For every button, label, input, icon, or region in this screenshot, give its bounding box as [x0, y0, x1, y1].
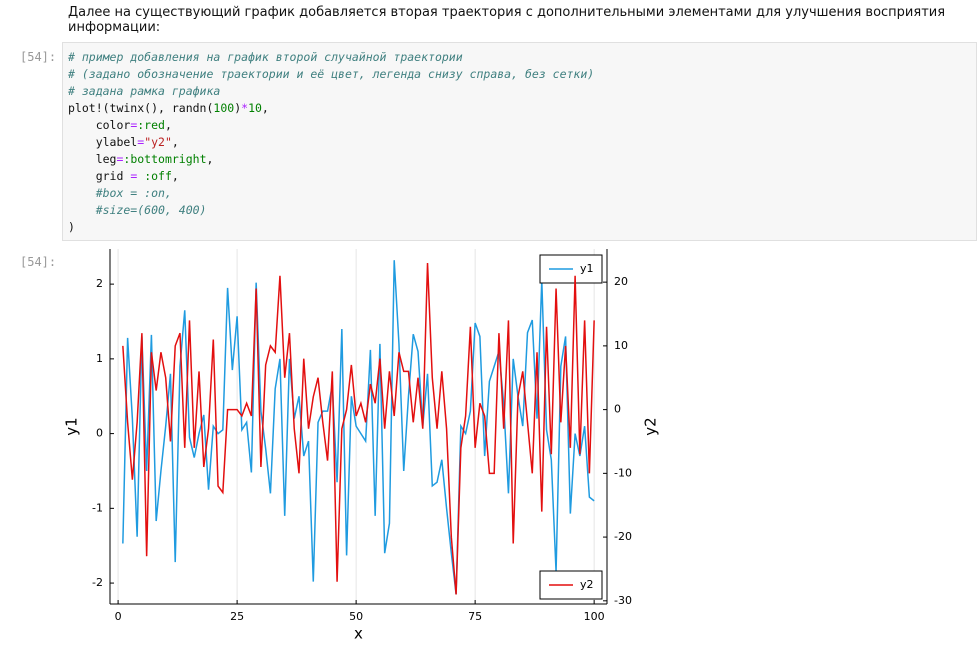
x-tick-label: 75	[468, 610, 482, 623]
code-line: plot!(twinx(), randn(100)*10,	[68, 100, 971, 117]
code-token: )	[68, 220, 75, 234]
y2-axis-label: y2	[642, 417, 660, 435]
code-token: :bottomright	[123, 152, 207, 166]
code-token: # задана рамка графика	[68, 84, 221, 98]
code-line: # задана рамка графика	[68, 83, 971, 100]
code-line: color=:red,	[68, 117, 971, 134]
code-token: ,	[164, 118, 172, 132]
code-line: # пример добавления на график второй слу…	[68, 49, 971, 66]
y-axis-label: y1	[63, 417, 81, 435]
y2-tick-label: 20	[614, 275, 628, 288]
code-line: )	[68, 219, 971, 236]
code-line: ylabel="y2",	[68, 134, 971, 151]
code-token: #size=(600, 400)	[68, 203, 207, 217]
code-token: =	[137, 135, 145, 149]
y2-tick-label: 10	[614, 339, 628, 352]
y-tick-label: 0	[96, 427, 103, 440]
code-token: *	[241, 101, 249, 115]
series-line	[122, 262, 595, 595]
y-tick-label: 2	[96, 277, 103, 290]
code-token: plot!(twinx(), randn(	[68, 101, 214, 115]
code-token: color	[68, 118, 131, 132]
y2-tick-label: -20	[614, 530, 632, 543]
code-token: ,	[261, 101, 269, 115]
x-tick-label: 100	[584, 610, 605, 623]
code-token: ,	[171, 135, 179, 149]
code-token: 10	[248, 101, 262, 115]
code-token: =	[130, 169, 138, 183]
code-token: ,	[171, 169, 179, 183]
code-line: leg=:bottomright,	[68, 151, 971, 168]
y2-tick-label: -10	[614, 466, 632, 479]
code-line: #size=(600, 400)	[68, 202, 971, 219]
code-token: )	[234, 101, 242, 115]
y2-tick-label: -30	[614, 594, 632, 607]
legend-label: y1	[580, 262, 594, 275]
code-token: 100	[213, 101, 235, 115]
code-token: :off	[144, 169, 172, 183]
code-token: =	[130, 118, 138, 132]
code-line: grid = :off,	[68, 168, 971, 185]
intro-text: Далее на существующий график добавляется…	[68, 5, 946, 35]
input-prompt: [54]:	[20, 50, 57, 64]
y-tick-label: -2	[92, 576, 103, 589]
x-axis-label: x	[354, 625, 363, 643]
code-token: # пример добавления на график второй слу…	[68, 50, 463, 64]
code-line: # (задано обозначение траектории и её цв…	[68, 66, 971, 83]
code: # пример добавления на график второй слу…	[63, 43, 976, 242]
code-token: "y2"	[144, 135, 172, 149]
x-tick-label: 50	[349, 610, 363, 623]
code-token: :red	[137, 118, 165, 132]
legend-label: y2	[580, 578, 594, 591]
code-token: # (задано обозначение траектории и её цв…	[68, 67, 595, 81]
y-tick-label: -1	[92, 501, 103, 514]
code-token: grid	[68, 169, 131, 183]
code-line: #box = :on,	[68, 185, 971, 202]
x-tick-label: 25	[230, 610, 244, 623]
code-token: =	[116, 152, 124, 166]
x-tick-label: 0	[115, 610, 122, 623]
code-token: ylabel	[68, 135, 138, 149]
y2-tick-label: 0	[614, 403, 621, 416]
output-prompt: [54]:	[20, 255, 57, 269]
y-tick-label: 1	[96, 352, 103, 365]
code-token: #box = :on,	[68, 186, 172, 200]
code-token: leg	[68, 152, 117, 166]
code-cell[interactable]: # пример добавления на график второй слу…	[62, 42, 977, 241]
code-token: ,	[206, 152, 214, 166]
